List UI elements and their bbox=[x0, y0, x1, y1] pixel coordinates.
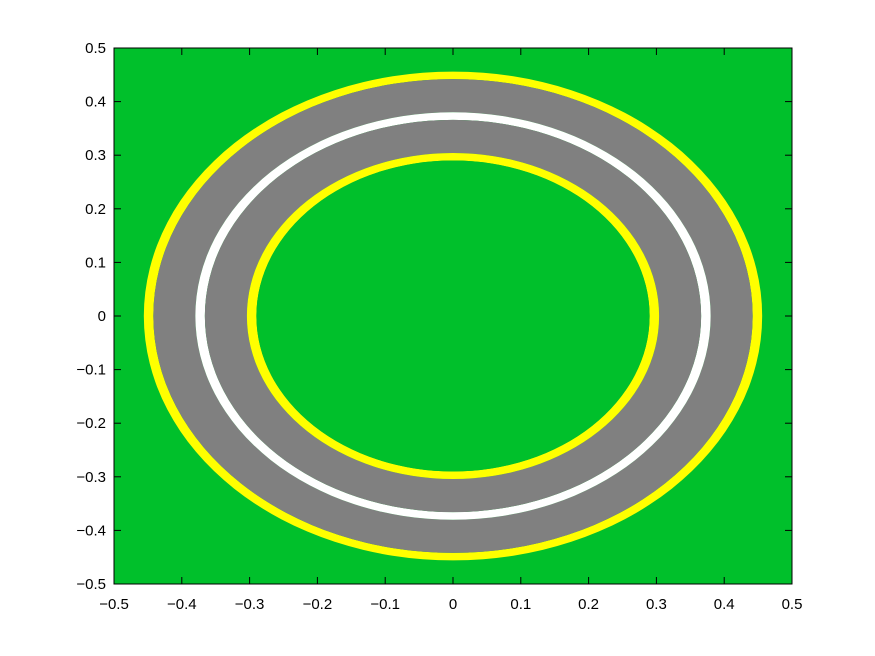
x-tick-label: 0.3 bbox=[646, 596, 667, 613]
plot-area bbox=[114, 48, 792, 584]
y-tick-label: −0.1 bbox=[76, 362, 106, 379]
y-tick-label: −0.4 bbox=[76, 522, 106, 539]
y-tick-label: 0.5 bbox=[85, 40, 106, 57]
x-tick-label: 0.1 bbox=[510, 596, 531, 613]
x-tick-label: 0.4 bbox=[714, 596, 735, 613]
y-tick-label: 0.4 bbox=[85, 94, 106, 111]
y-tick-label: −0.3 bbox=[76, 469, 106, 486]
axes-box bbox=[113, 47, 793, 585]
x-tick-label: −0.1 bbox=[370, 596, 400, 613]
x-axis-tick-labels: −0.5 −0.4 −0.3 −0.2 −0.1 0 0.1 0.2 0.3 0.4 0.5 bbox=[99, 596, 802, 613]
x-tick-label: 0.2 bbox=[578, 596, 599, 613]
y-axis-tick-labels: −0.5 −0.4 −0.3 −0.2 −0.1 0 0.1 0.2 0.3 0.4 0.5 bbox=[76, 40, 106, 593]
y-tick-label: 0.1 bbox=[85, 254, 106, 271]
x-tick-label: −0.4 bbox=[167, 596, 197, 613]
x-tick-label: −0.3 bbox=[235, 596, 265, 613]
y-tick-label: −0.2 bbox=[76, 415, 106, 432]
y-tick-label: 0 bbox=[98, 308, 106, 325]
y-tick-label: −0.5 bbox=[76, 576, 106, 593]
x-tick-label: −0.2 bbox=[303, 596, 333, 613]
axis-ticks bbox=[113, 47, 793, 585]
infield bbox=[256, 160, 650, 472]
x-tick-label: 0 bbox=[449, 596, 457, 613]
x-tick-label: 0.5 bbox=[782, 596, 803, 613]
y-tick-label: 0.2 bbox=[85, 201, 106, 218]
x-tick-label: −0.5 bbox=[99, 596, 129, 613]
y-tick-label: 0.3 bbox=[85, 147, 106, 164]
